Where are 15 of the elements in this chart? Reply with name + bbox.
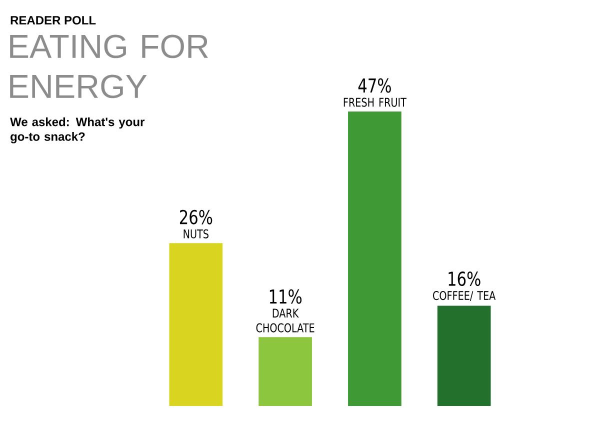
data-label: 16% xyxy=(448,272,480,286)
data-label: 26% xyxy=(180,210,212,224)
text: We asked: What's your go-to snack? xyxy=(10,117,145,144)
data-label: 47% xyxy=(358,78,391,93)
chart-title: EATING FOR ENERGY xyxy=(10,34,208,98)
bar xyxy=(437,306,491,406)
x-tick-label: DARK CHOCOLATE xyxy=(256,308,314,332)
text: READER POLL xyxy=(10,16,96,25)
x-tick-label: NUTS xyxy=(184,229,208,238)
x-tick-label: COFFEE/ TEA xyxy=(433,291,496,302)
bar xyxy=(348,112,402,406)
data-label: 11% xyxy=(270,289,302,304)
bar xyxy=(169,243,223,406)
x-tick-label: FRESH FRUIT xyxy=(344,98,406,107)
bar xyxy=(258,337,312,406)
